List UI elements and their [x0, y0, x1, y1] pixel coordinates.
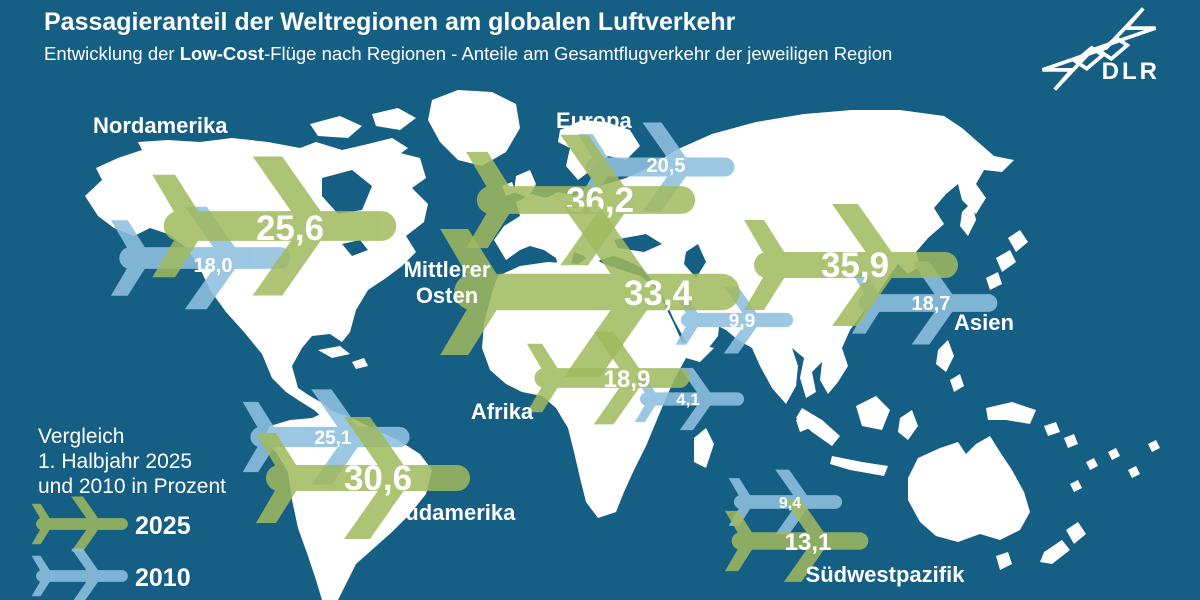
page-subtitle: Entwicklung der Low-Cost-Flüge nach Regi… — [44, 42, 893, 64]
region-asien: Asien 35,9 18,7 — [744, 204, 1014, 345]
header: Passagieranteil der Weltregionen am glob… — [44, 8, 892, 65]
region-label: Südwestpazifik — [806, 562, 966, 587]
region-mittlerer-osten: Mittlerer Osten 33,4 9,9 — [404, 206, 794, 378]
value-2010: 20,5 — [647, 155, 686, 177]
dlr-logo-text: DLR — [1101, 58, 1160, 85]
region-label: Mittlerer — [404, 257, 491, 282]
legend-plane-2025-icon — [31, 496, 128, 552]
region-nordamerika: Nordamerika 25,6 18,0 — [93, 113, 397, 310]
region-label: Nordamerika — [93, 113, 228, 138]
region-afrika: Afrika 18,9 4,1 — [471, 331, 745, 431]
value-2010: 25,1 — [315, 428, 352, 449]
value-2025: 13,1 — [785, 529, 832, 556]
region-label: Südamerika — [391, 500, 516, 525]
legend-label-2025: 2025 — [135, 512, 191, 540]
region-label: Europa — [556, 108, 633, 133]
value-2010: 18,7 — [912, 293, 951, 315]
legend: Vergleich 1. Halbjahr 2025 und 2010 in P… — [31, 425, 226, 600]
value-2025: 35,9 — [821, 246, 889, 285]
legend-line-1: Vergleich — [38, 425, 124, 448]
region-label: Osten — [416, 283, 478, 308]
value-2010: 18,0 — [194, 255, 233, 277]
region-suedamerika: Südamerika 30,6 25,1 — [242, 389, 516, 539]
region-label: Afrika — [471, 399, 534, 424]
legend-label-2010: 2010 — [135, 564, 191, 592]
value-2025: 33,4 — [624, 274, 693, 313]
value-2025: 30,6 — [344, 459, 412, 498]
dlr-logo-icon — [1041, 7, 1157, 91]
value-2010: 9,4 — [779, 495, 801, 512]
value-2010: 9,9 — [729, 311, 755, 332]
value-2025: 18,9 — [604, 366, 651, 393]
region-label: Asien — [954, 310, 1014, 335]
legend-plane-2010-icon — [31, 548, 128, 600]
page-title: Passagieranteil der Weltregionen am glob… — [44, 8, 736, 36]
region-suedwestpazifik: Südwestpazifik 13,1 9,4 — [724, 469, 966, 587]
value-2025: 25,6 — [256, 209, 324, 248]
value-2010: 4,1 — [676, 390, 700, 409]
legend-line-2: 1. Halbjahr 2025 — [38, 450, 192, 473]
legend-line-3: und 2010 in Prozent — [38, 475, 226, 498]
